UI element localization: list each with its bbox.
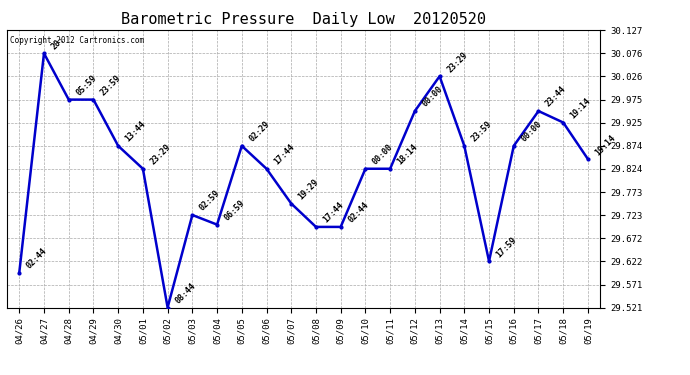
Text: 00:00: 00:00 (520, 120, 543, 144)
Text: 02:44: 02:44 (346, 201, 371, 225)
Text: 19:29: 19:29 (297, 177, 321, 201)
Title: Barometric Pressure  Daily Low  20120520: Barometric Pressure Daily Low 20120520 (121, 12, 486, 27)
Text: 23:29: 23:29 (148, 142, 172, 166)
Text: 19:14: 19:14 (593, 133, 618, 157)
Text: 23:59: 23:59 (99, 74, 123, 98)
Text: 17:44: 17:44 (272, 142, 296, 166)
Text: 19:14: 19:14 (569, 96, 593, 120)
Text: 00:00: 00:00 (420, 85, 444, 109)
Text: 08:44: 08:44 (173, 281, 197, 305)
Text: 23:59: 23:59 (470, 120, 494, 144)
Text: 13:44: 13:44 (124, 120, 148, 144)
Text: 20:: 20: (50, 34, 66, 51)
Text: 02:44: 02:44 (25, 246, 49, 270)
Text: 06:59: 06:59 (223, 198, 246, 222)
Text: 23:44: 23:44 (544, 85, 568, 109)
Text: 02:29: 02:29 (247, 120, 271, 144)
Text: 17:59: 17:59 (495, 235, 519, 259)
Text: 00:00: 00:00 (371, 142, 395, 166)
Text: 23:29: 23:29 (445, 50, 469, 74)
Text: 05:59: 05:59 (75, 74, 98, 98)
Text: 17:44: 17:44 (322, 201, 346, 225)
Text: 02:59: 02:59 (198, 189, 222, 213)
Text: 18:14: 18:14 (395, 142, 420, 166)
Text: Copyright 2012 Cartronics.com: Copyright 2012 Cartronics.com (10, 36, 144, 45)
